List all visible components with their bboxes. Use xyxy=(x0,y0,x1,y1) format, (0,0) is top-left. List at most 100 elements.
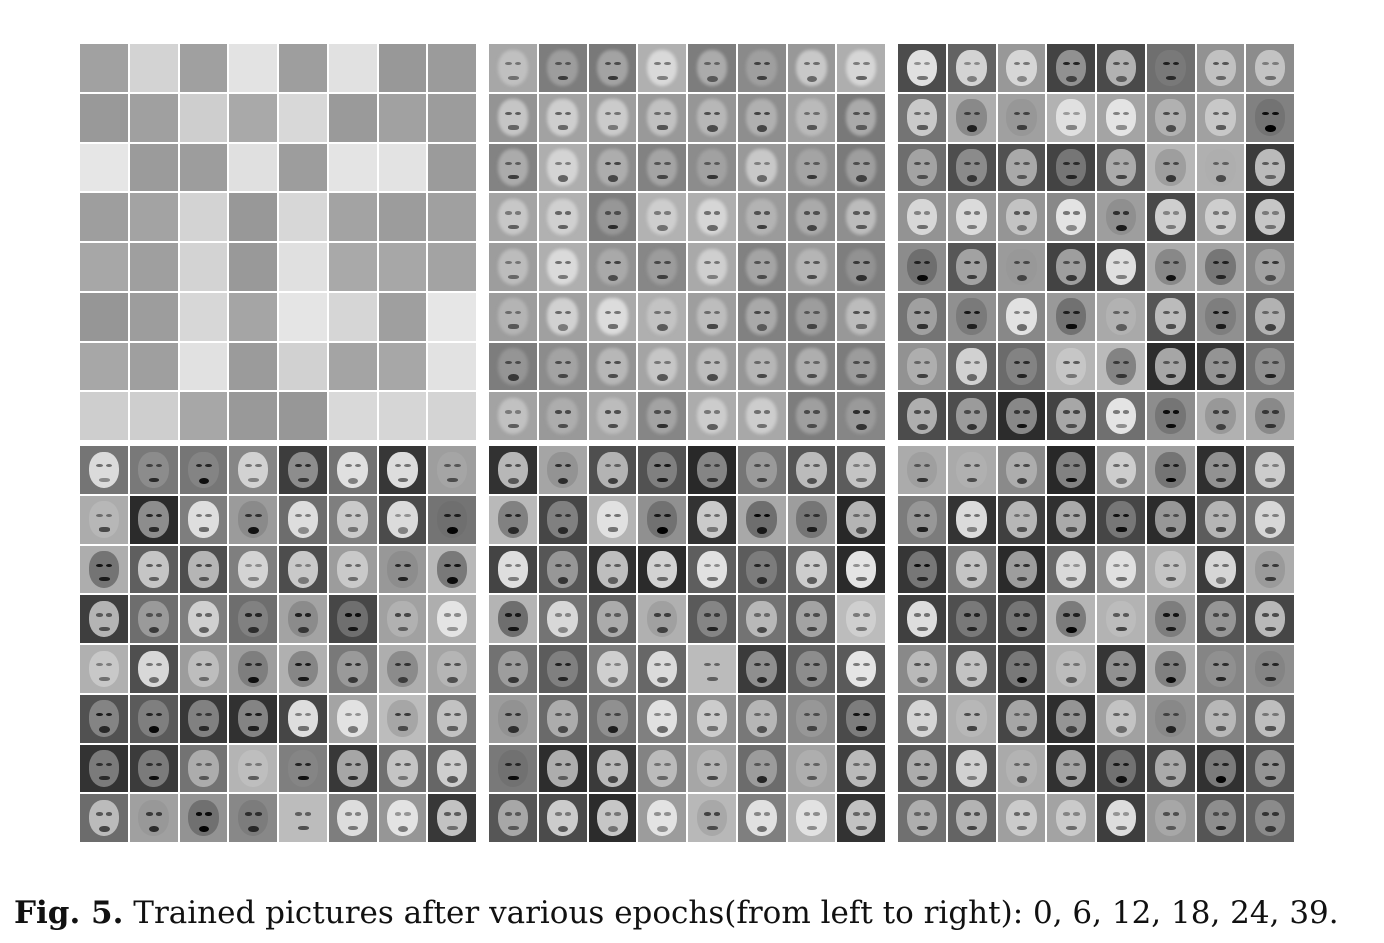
image-tile xyxy=(688,694,736,743)
panel-epoch-6 xyxy=(489,44,885,440)
image-tile xyxy=(997,392,1046,440)
image-tile xyxy=(638,93,686,142)
image-tile xyxy=(688,342,736,391)
image-tile xyxy=(378,545,427,594)
image-tile xyxy=(837,342,885,391)
image-tile xyxy=(947,446,996,494)
image-tile xyxy=(279,446,327,494)
image-tile xyxy=(1097,545,1145,594)
image-tile xyxy=(1146,342,1195,391)
image-tile xyxy=(179,44,228,92)
image-tile xyxy=(229,794,277,842)
image-tile xyxy=(737,193,786,241)
image-tile xyxy=(378,143,427,192)
image-tile xyxy=(898,93,946,142)
image-tile xyxy=(787,495,836,544)
image-tile xyxy=(1246,93,1294,142)
image-tile xyxy=(538,93,587,142)
image-tile xyxy=(179,744,228,793)
image-tile xyxy=(737,744,786,793)
image-tile xyxy=(328,243,377,291)
image-tile xyxy=(588,495,637,544)
image-tile xyxy=(947,292,996,341)
image-tile xyxy=(997,93,1046,142)
image-tile xyxy=(129,645,178,693)
image-tile xyxy=(787,93,836,142)
image-tile xyxy=(947,243,996,291)
image-tile xyxy=(229,342,277,391)
image-tile xyxy=(80,392,128,440)
image-tile xyxy=(947,143,996,192)
image-tile xyxy=(898,292,946,341)
image-tile xyxy=(1097,645,1145,693)
image-tile xyxy=(538,545,587,594)
image-tile xyxy=(997,143,1046,192)
image-tile xyxy=(538,595,587,643)
image-tile xyxy=(378,446,427,494)
image-tile xyxy=(898,694,946,743)
image-tile xyxy=(80,645,128,693)
image-tile xyxy=(638,392,686,440)
image-tile xyxy=(1146,392,1195,440)
image-tile xyxy=(538,495,587,544)
image-tile xyxy=(428,44,476,92)
image-tile xyxy=(997,694,1046,743)
image-tile xyxy=(837,694,885,743)
image-tile xyxy=(1047,545,1095,594)
image-tile xyxy=(588,744,637,793)
image-tile xyxy=(1047,645,1095,693)
image-tile xyxy=(538,143,587,192)
image-tile xyxy=(638,794,686,842)
image-tile xyxy=(1097,694,1145,743)
image-tile xyxy=(997,744,1046,793)
image-tile xyxy=(378,694,427,743)
image-tile xyxy=(1146,595,1195,643)
image-tile xyxy=(538,694,587,743)
image-tile xyxy=(80,93,128,142)
image-tile xyxy=(538,645,587,693)
image-tile xyxy=(837,446,885,494)
image-tile xyxy=(638,495,686,544)
image-tile xyxy=(1196,694,1245,743)
image-tile xyxy=(378,794,427,842)
image-tile xyxy=(688,44,736,92)
image-tile xyxy=(787,545,836,594)
image-tile xyxy=(997,44,1046,92)
image-tile xyxy=(898,342,946,391)
panel-epoch-18 xyxy=(80,446,476,842)
image-tile xyxy=(279,495,327,544)
image-tile xyxy=(837,193,885,241)
image-tile xyxy=(179,243,228,291)
image-tile xyxy=(688,292,736,341)
image-tile xyxy=(997,292,1046,341)
image-tile xyxy=(229,694,277,743)
image-tile xyxy=(229,44,277,92)
image-tile xyxy=(898,645,946,693)
image-tile xyxy=(279,292,327,341)
image-tile xyxy=(1047,342,1095,391)
image-tile xyxy=(997,446,1046,494)
image-tile xyxy=(229,645,277,693)
image-tile xyxy=(129,93,178,142)
image-tile xyxy=(837,744,885,793)
image-tile xyxy=(179,292,228,341)
image-tile xyxy=(688,193,736,241)
image-tile xyxy=(638,694,686,743)
image-tile xyxy=(1146,694,1195,743)
image-tile xyxy=(179,342,228,391)
image-tile xyxy=(898,744,946,793)
image-tile xyxy=(1246,645,1294,693)
image-tile xyxy=(787,44,836,92)
image-tile xyxy=(378,495,427,544)
image-tile xyxy=(997,645,1046,693)
image-tile xyxy=(428,93,476,142)
image-tile xyxy=(1196,243,1245,291)
image-tile xyxy=(1097,446,1145,494)
image-tile xyxy=(588,143,637,192)
image-tile xyxy=(229,143,277,192)
image-tile xyxy=(997,193,1046,241)
image-tile xyxy=(588,595,637,643)
image-tile xyxy=(1146,292,1195,341)
image-tile xyxy=(1246,495,1294,544)
image-tile xyxy=(80,44,128,92)
